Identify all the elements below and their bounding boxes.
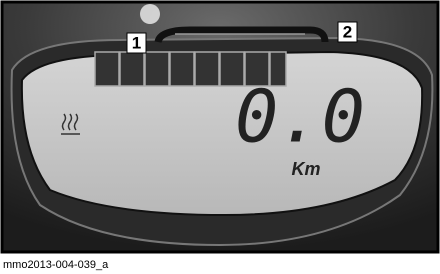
reading: 0.0 xyxy=(235,75,365,159)
screenshot: 0.0 Km 1 2 mmo2013-004-039_a xyxy=(0,0,440,274)
callout-label: 1 xyxy=(132,33,141,52)
caption: mmo2013-004-039_a xyxy=(3,259,109,271)
unit: Km xyxy=(291,159,320,179)
callout-label: 2 xyxy=(343,22,352,41)
photo: 0.0 Km 1 2 xyxy=(2,2,438,252)
